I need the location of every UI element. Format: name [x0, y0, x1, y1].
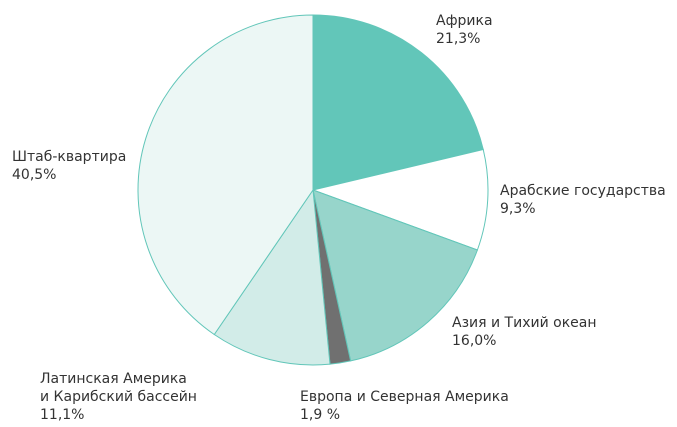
slice-label: Европа и Северная Америка — [300, 389, 509, 405]
slice-value: 21,3% — [436, 31, 481, 47]
slice-label: Азия и Тихий океан — [452, 315, 597, 331]
slice-label: Арабские государства — [500, 183, 666, 199]
slice-value: 1,9 % — [300, 407, 341, 423]
pie-slice — [312, 189, 479, 362]
slice-value: 11,1% — [40, 407, 85, 423]
pie-slice — [312, 14, 484, 191]
slice-label: Латинская Америка и Карибский бассейн — [40, 371, 197, 405]
pie-slice — [311, 148, 489, 251]
pie-slice — [137, 14, 314, 336]
slice-label: Штаб-квартира — [12, 149, 127, 165]
pie-slice — [213, 188, 331, 366]
slice-value: 40,5% — [12, 167, 57, 183]
slice-value: 9,3% — [500, 201, 536, 217]
slice-value: 16,0% — [452, 333, 497, 349]
slice-label: Африка — [436, 13, 493, 29]
